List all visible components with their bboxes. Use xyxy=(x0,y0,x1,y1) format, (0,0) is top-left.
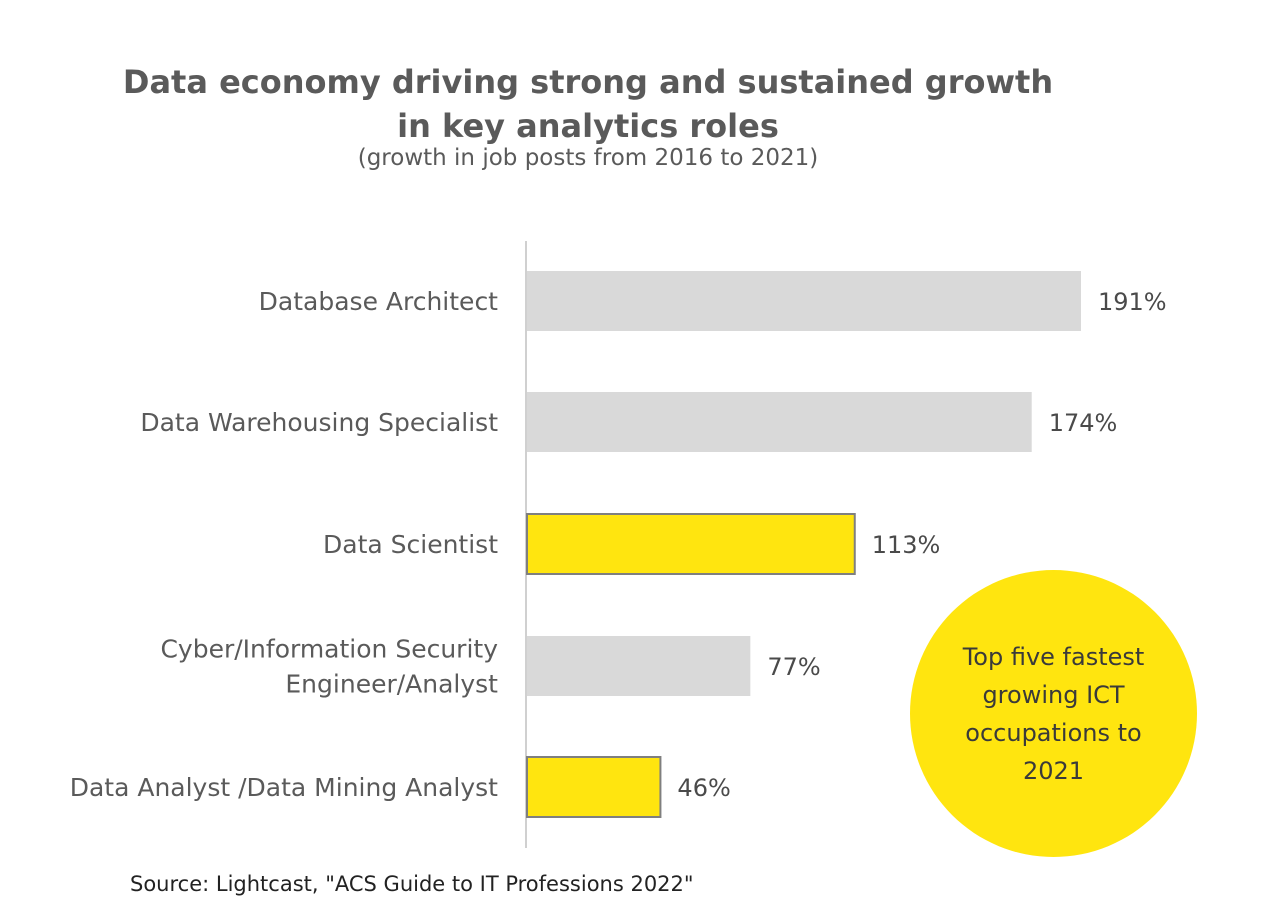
bar-4 xyxy=(526,756,662,818)
callout-text: Top five fastest growing ICT occupations… xyxy=(962,642,1145,785)
category-label-0: Database Architect xyxy=(259,287,499,316)
value-label-3: 77% xyxy=(767,653,820,681)
chart-title-line2: in key analytics roles xyxy=(397,107,779,145)
category-label-4: Data Analyst /Data Mining Analyst xyxy=(70,773,498,802)
category-label-1: Data Warehousing Specialist xyxy=(140,408,498,437)
value-label-4: 46% xyxy=(677,774,730,802)
source-note: Source: Lightcast, "ACS Guide to IT Prof… xyxy=(130,872,694,896)
bar-2 xyxy=(526,513,856,575)
bar-3 xyxy=(527,636,751,696)
value-label-2: 113% xyxy=(872,531,941,559)
category-label-2: Data Scientist xyxy=(323,530,498,559)
value-label-1: 174% xyxy=(1049,409,1118,437)
chart-subtitle: (growth in job posts from 2016 to 2021) xyxy=(357,145,819,171)
bar-1 xyxy=(527,392,1032,452)
callout-circle: Top five fastest growing ICT occupations… xyxy=(910,570,1197,857)
bar-0 xyxy=(527,271,1081,331)
chart-title-line1: Data economy driving strong and sustaine… xyxy=(122,63,1054,101)
value-label-0: 191% xyxy=(1098,288,1167,316)
category-label-3: Cyber/Information Security Engineer/Analy… xyxy=(160,635,498,699)
